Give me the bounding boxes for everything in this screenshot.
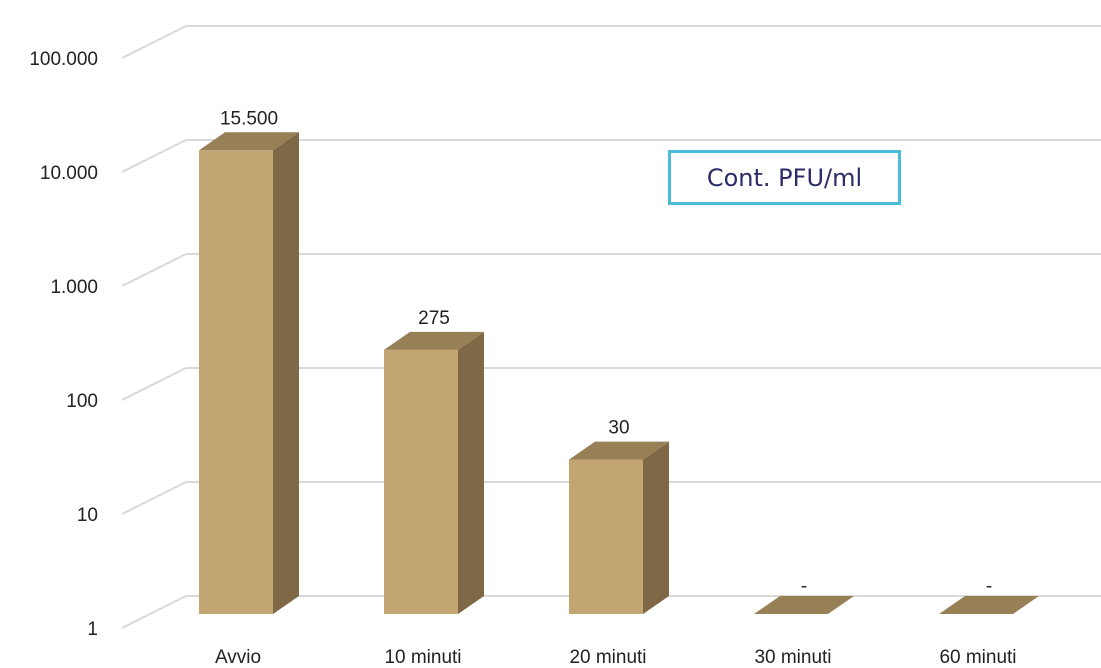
bar-top	[199, 132, 299, 151]
gridline-diagonal	[121, 139, 187, 173]
y-tick-label: 1	[87, 619, 98, 640]
bar	[939, 596, 1039, 614]
data-label: 275	[418, 308, 450, 329]
x-category-label: 10 minuti	[384, 647, 461, 668]
grid-layer	[121, 25, 1101, 629]
data-label: 15.500	[220, 108, 278, 129]
bar-top	[569, 441, 669, 460]
bar-side	[643, 441, 669, 614]
y-tick-label: 10.000	[40, 163, 98, 184]
bar-front	[199, 150, 273, 614]
bar-top	[939, 596, 1039, 614]
bar-side	[458, 331, 484, 614]
gridline-diagonal	[121, 481, 187, 515]
bar-front	[569, 459, 643, 614]
legend-label: Cont. PFU/ml	[706, 163, 863, 192]
data-label: -	[986, 576, 992, 597]
y-tick-label: 100	[66, 391, 98, 412]
bar-top	[754, 596, 854, 614]
bar	[569, 441, 669, 614]
bar	[754, 596, 854, 614]
data-label: 30	[608, 418, 629, 439]
data-labels-layer: 15.500 275 30 - -	[220, 108, 992, 597]
bar	[384, 331, 484, 614]
y-tick-label: 1.000	[50, 277, 98, 298]
bar-side	[273, 132, 299, 614]
legend: Cont. PFU/ml	[668, 150, 901, 205]
bar	[199, 132, 299, 614]
bars-layer	[199, 132, 1039, 614]
x-category-label: Avvio	[215, 647, 261, 668]
data-label: -	[801, 576, 807, 597]
y-tick-label: 100.000	[29, 49, 98, 70]
gridline-diagonal	[121, 253, 187, 287]
x-category-label: 30 minuti	[754, 647, 831, 668]
x-category-label: 60 minuti	[939, 647, 1016, 668]
x-axis-category-labels: Avvio 10 minuti 20 minuti 30 minuti 60 minut…	[215, 647, 1017, 668]
gridline-diagonal	[121, 25, 187, 59]
y-tick-label: 10	[77, 505, 98, 526]
gridline-diagonal	[121, 595, 187, 629]
gridline-diagonal	[121, 367, 187, 401]
bar-top	[384, 331, 484, 350]
x-category-label: 20 minuti	[569, 647, 646, 668]
bar-front	[384, 349, 458, 614]
y-axis-tick-labels: 1 10 100 1.000 10.000 100.000	[29, 49, 98, 640]
